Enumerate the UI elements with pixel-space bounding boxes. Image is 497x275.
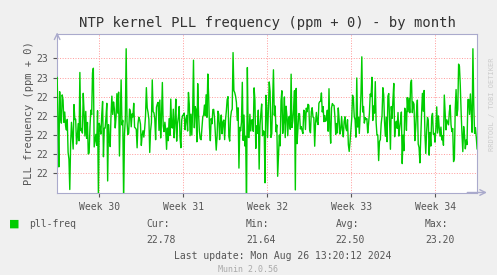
Text: 23.20: 23.20 bbox=[425, 235, 454, 245]
Title: NTP kernel PLL frequency (ppm + 0) - by month: NTP kernel PLL frequency (ppm + 0) - by … bbox=[79, 16, 456, 31]
Text: Munin 2.0.56: Munin 2.0.56 bbox=[219, 265, 278, 274]
Text: pll-freq: pll-freq bbox=[29, 219, 76, 229]
Text: RRDTOOL / TOBI OETIKER: RRDTOOL / TOBI OETIKER bbox=[489, 58, 495, 151]
Text: Cur:: Cur: bbox=[147, 219, 170, 229]
Y-axis label: PLL frequency (ppm + 0): PLL frequency (ppm + 0) bbox=[23, 42, 34, 185]
Text: Last update: Mon Aug 26 13:20:12 2024: Last update: Mon Aug 26 13:20:12 2024 bbox=[174, 251, 391, 261]
Text: Max:: Max: bbox=[425, 219, 448, 229]
Text: Min:: Min: bbox=[246, 219, 269, 229]
Text: Avg:: Avg: bbox=[335, 219, 359, 229]
Text: ■: ■ bbox=[9, 219, 19, 229]
Text: 22.50: 22.50 bbox=[335, 235, 365, 245]
Text: 22.78: 22.78 bbox=[147, 235, 176, 245]
Text: 21.64: 21.64 bbox=[246, 235, 275, 245]
